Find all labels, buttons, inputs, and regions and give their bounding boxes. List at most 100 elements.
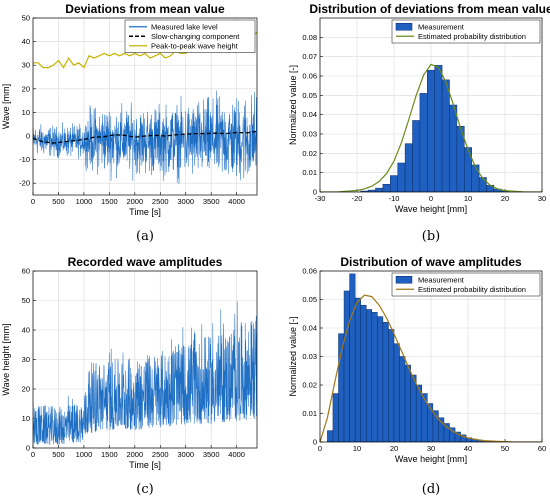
histogram-bar xyxy=(360,304,367,442)
x-axis-label: Time [s] xyxy=(129,460,161,470)
histogram-bar xyxy=(388,329,395,442)
x-tick-label: 3500 xyxy=(203,197,220,206)
y-tick-label: 30 xyxy=(22,355,30,364)
histogram-bar xyxy=(390,175,398,192)
y-tick-label: 20 xyxy=(22,84,30,93)
x-tick-label: 2500 xyxy=(152,450,169,459)
x-tick-label: 0 xyxy=(318,444,322,453)
histogram-bar xyxy=(478,177,487,192)
y-tick-label: 0.05 xyxy=(302,91,317,100)
x-tick-label: 30 xyxy=(427,444,435,453)
legend-label: Measurement xyxy=(418,275,465,284)
x-tick-label: 2500 xyxy=(152,197,169,206)
histogram-bar xyxy=(366,309,373,442)
legend-swatch xyxy=(395,23,413,31)
x-tick-label: 10 xyxy=(353,444,361,453)
x-tick-label: -10 xyxy=(389,194,400,203)
legend-swatch xyxy=(395,276,413,284)
legend-box xyxy=(124,19,256,53)
y-tick-label: 0.04 xyxy=(302,324,317,333)
legend-label: Estimated probability distribution xyxy=(418,285,526,294)
chart-title: Distribution of wave amplitudes xyxy=(340,255,522,269)
panel-caption: (d) xyxy=(422,482,440,497)
x-tick-label: 4000 xyxy=(228,197,245,206)
series-slow-changing-component xyxy=(33,130,257,144)
histogram-bar xyxy=(441,79,450,192)
x-tick-label: 0 xyxy=(429,194,433,203)
x-tick-label: 0 xyxy=(31,450,35,459)
x-axis-label: Wave height [mm] xyxy=(395,204,467,214)
histogram-bar xyxy=(419,93,428,192)
histogram-bar xyxy=(471,164,480,192)
y-tick-label: 0.02 xyxy=(302,381,317,390)
y-tick-label: 0.05 xyxy=(302,295,317,304)
x-tick-label: 500 xyxy=(52,197,65,206)
histogram-bar xyxy=(397,162,406,192)
y-tick-label: 40 xyxy=(22,37,30,46)
axes-frame xyxy=(319,17,543,193)
histogram-bar xyxy=(421,393,428,442)
histogram-bar xyxy=(371,312,378,442)
x-axis-label: Time [s] xyxy=(129,207,161,217)
histogram-bar xyxy=(404,143,413,192)
series-estimated-probability-distribution xyxy=(320,294,542,442)
axes-frame xyxy=(32,17,258,196)
y-axis-label: Normalized value [-] xyxy=(288,65,298,145)
plot-content xyxy=(320,273,542,442)
histogram-bar xyxy=(404,364,411,442)
y-tick-label: 0.02 xyxy=(302,149,317,158)
x-tick-label: 10 xyxy=(464,194,472,203)
panel-caption: (c) xyxy=(136,482,153,497)
y-axis-label: Normalized value [-] xyxy=(288,316,298,396)
histogram-bar xyxy=(412,120,421,192)
chart-title: Deviations from mean value xyxy=(65,2,225,16)
y-tick-label: 10 xyxy=(22,414,30,423)
y-axis-label: Wave [mm] xyxy=(1,84,11,129)
x-tick-label: 1000 xyxy=(76,197,93,206)
legend-box xyxy=(391,19,541,44)
x-tick-label: -20 xyxy=(352,194,363,203)
series-wave-amplitude xyxy=(33,301,257,446)
y-tick-label: 0 xyxy=(313,188,317,197)
y-tick-label: 0 xyxy=(313,438,317,447)
x-tick-label: -30 xyxy=(315,194,326,203)
series-measured-lake-level xyxy=(33,90,257,185)
histogram-bar xyxy=(375,187,384,192)
plot-content xyxy=(320,63,542,192)
series-estimated-probability-distribution xyxy=(320,63,542,192)
x-axis-label: Wave height [mm] xyxy=(395,454,467,464)
y-tick-label: 0.06 xyxy=(302,267,317,276)
y-tick-label: 0.03 xyxy=(302,130,317,139)
histogram-bar xyxy=(427,403,434,442)
x-tick-label: 1500 xyxy=(101,197,118,206)
y-tick-label: 0.01 xyxy=(302,168,317,177)
y-tick-label: 0.01 xyxy=(302,409,317,418)
y-tick-label: 0.07 xyxy=(302,52,317,61)
x-tick-label: 20 xyxy=(390,444,398,453)
chart-title: Recorded wave amplitudes xyxy=(68,255,223,269)
legend-box xyxy=(391,272,541,297)
histogram-bar xyxy=(327,430,334,442)
histogram-bar xyxy=(434,65,443,192)
x-tick-label: 0 xyxy=(31,197,35,206)
x-tick-label: 1000 xyxy=(76,450,93,459)
legend-label: Peak-to-peak wave height xyxy=(151,41,239,50)
y-tick-label: 50 xyxy=(22,14,30,23)
axes-frame xyxy=(319,270,543,443)
panel-c: 0 500 1000 1500 2000 2500 3000 3500 4000 0 10 20 30 4… xyxy=(1,255,258,497)
x-tick-label: 40 xyxy=(464,444,472,453)
panel-caption: (b) xyxy=(422,229,440,244)
axes-frame xyxy=(32,270,258,449)
legend-label: Measurement xyxy=(418,22,465,31)
x-tick-label: 30 xyxy=(538,194,546,203)
panel-caption: (a) xyxy=(136,229,154,244)
x-tick-label: 20 xyxy=(501,194,509,203)
plot-content xyxy=(33,301,257,446)
histogram-bar xyxy=(427,69,435,192)
histogram-bar xyxy=(410,374,417,442)
histogram-bar xyxy=(332,393,339,442)
y-tick-label: 50 xyxy=(22,296,30,305)
